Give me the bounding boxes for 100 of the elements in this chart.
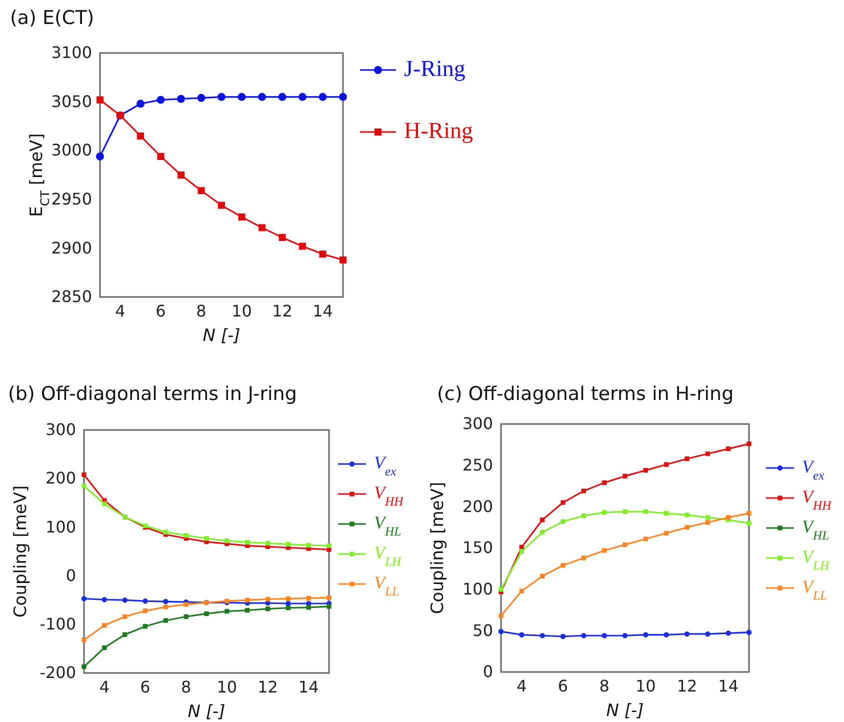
x-tick-label: 14 (312, 301, 333, 320)
point (142, 624, 148, 629)
point (224, 608, 230, 614)
point (319, 250, 326, 258)
y-tick-label: 150 (462, 538, 493, 558)
point (602, 632, 607, 638)
point (136, 100, 144, 108)
point (622, 542, 628, 548)
legend-label: V$_{HH}$ (374, 482, 404, 508)
point (102, 596, 108, 602)
point (339, 256, 347, 264)
point (122, 597, 128, 603)
point (238, 213, 246, 221)
x-tick-label: 12 (676, 676, 698, 696)
point (142, 598, 148, 604)
y-tick-label: 3000 (51, 140, 92, 160)
point (540, 518, 545, 522)
point (326, 595, 332, 600)
x-tick-label: 10 (635, 676, 656, 696)
point (122, 614, 128, 619)
y-tick-label: 200 (462, 496, 493, 516)
x-tick-label: 12 (272, 301, 292, 320)
point (136, 132, 144, 140)
point (746, 510, 752, 516)
point (197, 94, 206, 102)
point (184, 602, 188, 607)
legend-label: V$_{ex}$ (374, 452, 397, 478)
point (306, 542, 311, 548)
legend-label: V$_{HH}$ (802, 486, 832, 512)
point (156, 96, 165, 104)
point (643, 468, 648, 473)
point (244, 598, 250, 602)
point (306, 605, 311, 610)
point (96, 152, 104, 160)
x-tick-label: 8 (599, 676, 610, 696)
point (684, 456, 690, 462)
point (163, 598, 168, 604)
point (265, 606, 270, 612)
point (326, 604, 332, 609)
point (258, 224, 266, 232)
point (581, 632, 586, 638)
point (664, 530, 669, 536)
point (339, 92, 347, 101)
x-tick-label: 8 (180, 677, 192, 696)
point (258, 92, 266, 101)
point (705, 520, 710, 525)
point (540, 574, 545, 578)
point (726, 630, 731, 636)
x-tick-label: 12 (258, 677, 278, 696)
x-tick-label: 6 (140, 677, 150, 696)
point (177, 94, 185, 103)
point (286, 542, 291, 547)
point (581, 513, 586, 518)
point (102, 502, 107, 506)
x-axis-title: N [-] (202, 326, 240, 346)
point (265, 596, 270, 602)
x-axis-title: N [-] (188, 702, 226, 722)
y-tick-label: 50 (472, 620, 493, 640)
legend-label: V$_{LL}$ (802, 576, 828, 602)
point (746, 441, 752, 446)
point (581, 556, 586, 560)
chart-title: (c) Off-diagonal terms in H-ring (437, 383, 734, 405)
point (278, 92, 286, 101)
point (684, 631, 690, 637)
y-tick-label: 3100 (51, 43, 92, 62)
point (244, 540, 250, 545)
point (705, 515, 710, 520)
point (602, 510, 607, 515)
point (204, 536, 209, 541)
y-tick-label: 2850 (51, 287, 92, 306)
point (278, 234, 286, 241)
legend-label: V$_{LL}$ (374, 572, 400, 598)
point (560, 519, 566, 524)
point (684, 524, 690, 530)
point (540, 632, 545, 638)
point (298, 92, 306, 101)
y-axis-title: Coupling [meV] (11, 485, 31, 618)
point (286, 596, 291, 601)
point (218, 202, 226, 209)
y-tick-label: 100 (45, 517, 76, 536)
point (81, 596, 87, 602)
point (265, 540, 270, 546)
x-tick-label: 10 (232, 301, 252, 320)
point (643, 536, 648, 542)
point (602, 480, 607, 486)
point (82, 664, 86, 670)
legend-label: V$_{HL}$ (374, 512, 402, 538)
point (622, 632, 628, 638)
point (560, 500, 566, 505)
point (519, 632, 524, 638)
y-tick-label: 3050 (51, 92, 92, 111)
y-tick-label: 2950 (51, 190, 92, 209)
point (298, 242, 306, 250)
point (664, 510, 669, 516)
point (286, 600, 291, 606)
point (244, 608, 250, 613)
point (102, 623, 107, 628)
point (122, 632, 128, 637)
legend-label: V$_{HL}$ (802, 516, 830, 542)
point (163, 618, 168, 623)
